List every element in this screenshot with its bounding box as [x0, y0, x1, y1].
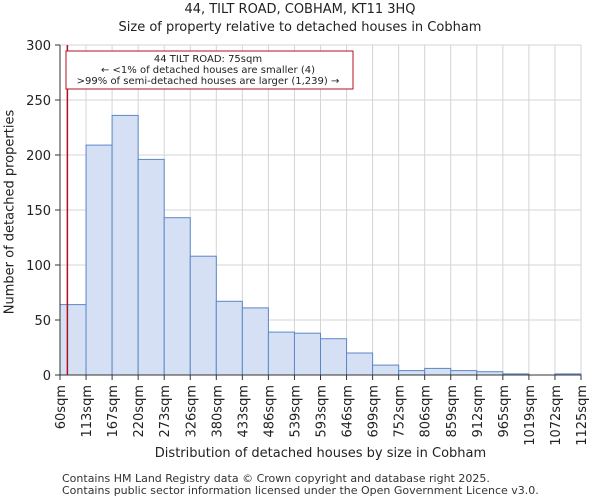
- x-tick-label-220sqm: 220sqm: [132, 385, 147, 438]
- x-tick-label-912sqm: 912sqm: [471, 385, 486, 438]
- annotation-line-2: ← <1% of detached houses are smaller (4): [101, 65, 315, 76]
- bar-380sqm: [215, 300, 243, 376]
- x-tick-label-539sqm: 539sqm: [288, 385, 303, 438]
- footer-line-1: Contains HM Land Registry data © Crown c…: [62, 472, 490, 485]
- y-ticks: 0 50 100 150 200 250 300: [26, 39, 60, 384]
- y-tick-label-250: 250: [26, 94, 51, 109]
- annotation-line-1: 44 TILT ROAD: 75sqm: [154, 54, 262, 65]
- y-tick-label-300: 300: [26, 39, 51, 54]
- x-tick-label-60sqm: 60sqm: [54, 385, 69, 429]
- x-tick-label-1125sqm: 1125sqm: [575, 385, 590, 446]
- bar-806sqm: [424, 367, 452, 376]
- x-tick-label-965sqm: 965sqm: [497, 385, 512, 438]
- bar-539sqm: [293, 332, 322, 376]
- chart-title: 44, TILT ROAD, COBHAM, KT11 3HQ: [184, 2, 416, 17]
- y-tick-label-100: 100: [26, 259, 51, 274]
- bar-699sqm: [372, 364, 400, 376]
- bar-752sqm: [398, 370, 426, 376]
- bar-646sqm: [346, 352, 374, 376]
- x-ticks: 60sqm 113sqm 167sqm 220sqm 273sqm 326sqm 380sq…: [54, 375, 590, 446]
- x-tick-label-326sqm: 326sqm: [184, 385, 199, 438]
- bar-859sqm: [450, 370, 478, 376]
- x-tick-label-593sqm: 593sqm: [315, 385, 330, 438]
- x-tick-label-273sqm: 273sqm: [158, 385, 173, 438]
- footer-line-2: Contains public sector information licen…: [62, 484, 539, 497]
- x-tick-label-806sqm: 806sqm: [419, 385, 434, 438]
- bar-593sqm: [320, 338, 348, 376]
- x-tick-label-752sqm: 752sqm: [393, 385, 408, 438]
- annotation-line-3: >99% of semi-detached houses are larger …: [77, 76, 340, 87]
- x-tick-label-380sqm: 380sqm: [210, 385, 225, 438]
- x-tick-label-859sqm: 859sqm: [445, 385, 460, 438]
- x-tick-label-113sqm: 113sqm: [80, 385, 95, 438]
- x-axis-label: Distribution of detached houses by size …: [154, 446, 487, 461]
- y-tick-label-150: 150: [26, 204, 51, 219]
- y-tick-label-50: 50: [34, 314, 51, 329]
- x-tick-label-1019sqm: 1019sqm: [523, 385, 538, 446]
- bar-113sqm: [85, 144, 113, 376]
- chart-subtitle: Size of property relative to detached ho…: [118, 20, 482, 35]
- bar-433sqm: [241, 307, 269, 376]
- bar-220sqm: [137, 158, 165, 376]
- x-tick-label-486sqm: 486sqm: [262, 385, 277, 438]
- bars: [59, 114, 582, 376]
- x-tick-label-1072sqm: 1072sqm: [549, 385, 564, 446]
- x-tick-label-167sqm: 167sqm: [106, 385, 121, 438]
- x-tick-label-433sqm: 433sqm: [236, 385, 251, 438]
- y-tick-label-200: 200: [26, 149, 51, 164]
- y-axis-label-text: Number of detached properties: [2, 109, 18, 315]
- x-tick-label-646sqm: 646sqm: [341, 385, 356, 438]
- x-tick-label-699sqm: 699sqm: [367, 385, 382, 438]
- y-tick-label-0: 0: [43, 369, 51, 384]
- bar-167sqm: [111, 114, 139, 376]
- bar-273sqm: [163, 217, 191, 376]
- annotation-box: [65, 50, 354, 90]
- bar-486sqm: [267, 331, 295, 376]
- bar-60sqm: [59, 304, 87, 376]
- bar-326sqm: [189, 255, 217, 376]
